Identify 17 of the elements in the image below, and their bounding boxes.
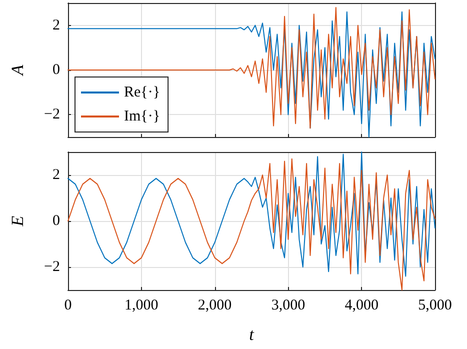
x-tick-label: 0: [64, 298, 72, 314]
y-tick-label: −2: [44, 106, 60, 123]
y-axis-title: A: [8, 64, 27, 76]
y-tick-label: 2: [52, 17, 60, 34]
x-tick-label: 1,000: [124, 298, 158, 314]
y-tick-label: 0: [52, 62, 60, 78]
legend-label: Re{·}: [124, 84, 160, 100]
x-tick-label: 4,000: [344, 298, 378, 314]
x-tick-label: 3,000: [271, 298, 306, 314]
legend-label: Im{·}: [124, 108, 160, 124]
y-tick-label: −2: [44, 259, 60, 275]
x-tick-label: 5,000: [418, 298, 452, 314]
x-axis-title: t: [249, 325, 256, 344]
y-tick-label: 2: [52, 167, 60, 183]
y-tick-label: 0: [52, 213, 60, 229]
y-axis-title: E: [8, 215, 27, 228]
x-tick-label: 2,000: [198, 298, 232, 314]
